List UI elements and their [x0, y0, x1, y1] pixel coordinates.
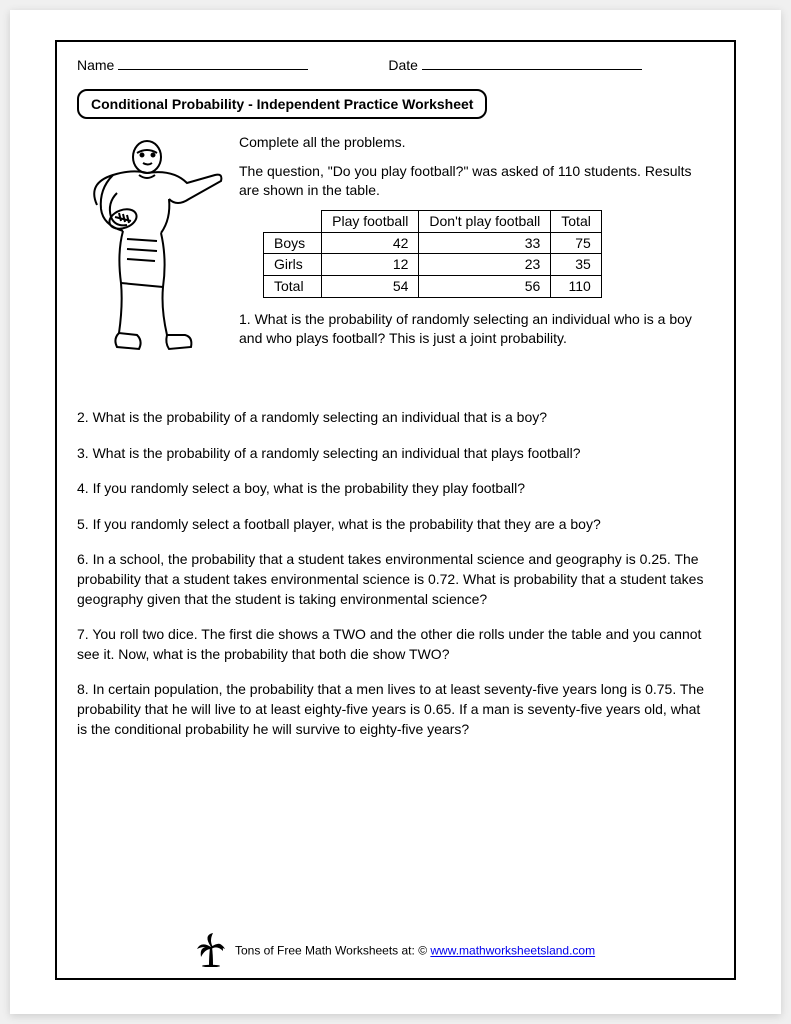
- date-blank-line: [422, 56, 642, 70]
- cell: 110: [551, 276, 602, 298]
- row-label: Boys: [264, 232, 322, 254]
- footer-text: Tons of Free Math Worksheets at: ©: [235, 944, 430, 958]
- table-row: Total 54 56 110: [264, 276, 602, 298]
- cell: 54: [322, 276, 419, 298]
- top-section: Complete all the problems. The question,…: [77, 133, 714, 398]
- col-header-play: Play football: [322, 210, 419, 232]
- cell: 12: [322, 254, 419, 276]
- football-player-icon: [77, 133, 227, 393]
- question-8: 8. In certain population, the probabilit…: [77, 680, 714, 739]
- row-label: Girls: [264, 254, 322, 276]
- name-label: Name: [77, 57, 114, 73]
- question-3: 3. What is the probability of a randomly…: [77, 444, 714, 464]
- content-frame: Name Date Conditional Probability - Inde…: [55, 40, 736, 980]
- cell: 75: [551, 232, 602, 254]
- football-player-illustration: [77, 133, 227, 398]
- question-5: 5. If you randomly select a football pla…: [77, 515, 714, 535]
- question-4: 4. If you randomly select a boy, what is…: [77, 479, 714, 499]
- palm-tree-icon: [196, 933, 226, 970]
- table-row: Girls 12 23 35: [264, 254, 602, 276]
- cell: 23: [419, 254, 551, 276]
- date-label: Date: [388, 57, 418, 73]
- questions-block: 2. What is the probability of a randomly…: [77, 408, 714, 739]
- question-1: 1. What is the probability of randomly s…: [239, 310, 714, 348]
- cell: 42: [322, 232, 419, 254]
- intro-and-table: Complete all the problems. The question,…: [239, 133, 714, 398]
- name-blank-line: [118, 56, 308, 70]
- name-field: Name: [77, 56, 308, 73]
- footer-link[interactable]: www.mathworksheetsland.com: [430, 944, 595, 958]
- cell: 35: [551, 254, 602, 276]
- col-header-dontplay: Don't play football: [419, 210, 551, 232]
- instruction-text: Complete all the problems.: [239, 133, 714, 152]
- cell: 56: [419, 276, 551, 298]
- question-2: 2. What is the probability of a randomly…: [77, 408, 714, 428]
- footer: Tons of Free Math Worksheets at: © www.m…: [57, 933, 734, 970]
- date-field: Date: [388, 56, 642, 73]
- cell: 33: [419, 232, 551, 254]
- question-6: 6. In a school, the probability that a s…: [77, 550, 714, 609]
- page: Name Date Conditional Probability - Inde…: [10, 10, 781, 1014]
- table-row: Boys 42 33 75: [264, 232, 602, 254]
- row-label: Total: [264, 276, 322, 298]
- question-7: 7. You roll two dice. The first die show…: [77, 625, 714, 664]
- header-row: Name Date: [77, 56, 714, 73]
- scenario-text: The question, "Do you play football?" wa…: [239, 162, 714, 200]
- table-corner: [264, 210, 322, 232]
- col-header-total: Total: [551, 210, 602, 232]
- worksheet-title: Conditional Probability - Independent Pr…: [77, 89, 487, 119]
- data-table: Play football Don't play football Total …: [263, 210, 602, 299]
